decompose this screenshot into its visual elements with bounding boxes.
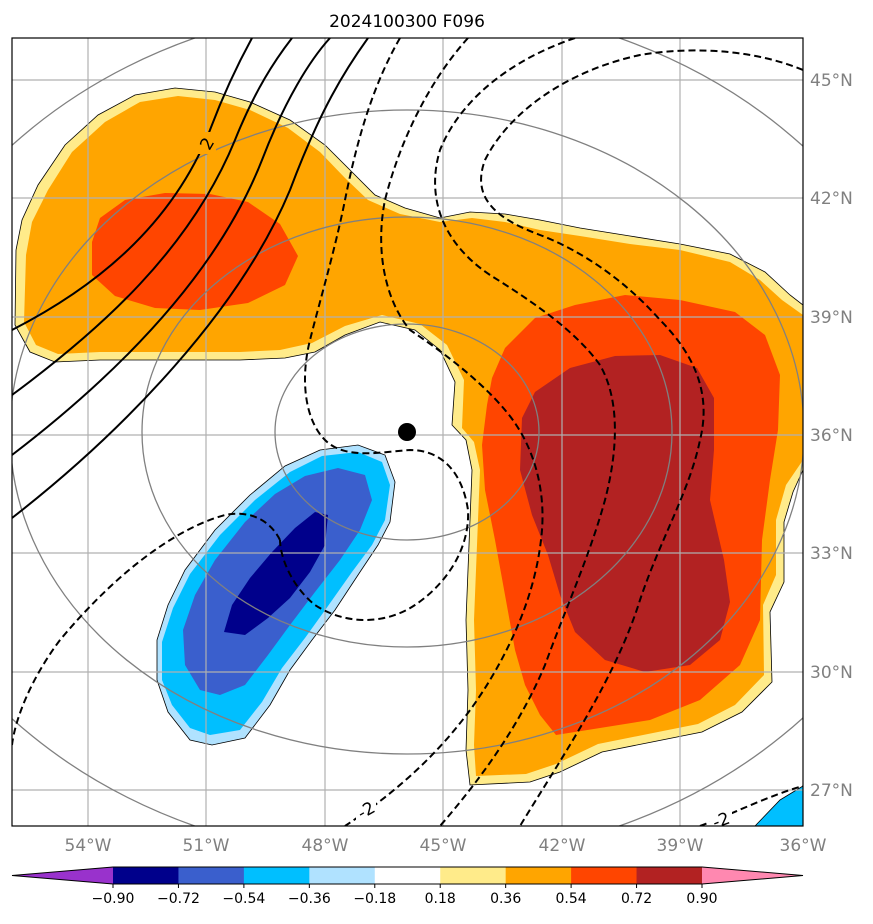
range-rings [12, 38, 803, 826]
lat-label-39n: 39°N [810, 308, 853, 328]
anomaly-band-neg-0.72-0.90 [224, 512, 328, 635]
lat-label-45n: 45°N [810, 71, 853, 91]
lat-label-30n: 30°N [810, 663, 853, 683]
colorbar-bin [636, 867, 703, 884]
positive-contours [12, 38, 369, 519]
colorbar: −0.90 −0.72 −0.54 −0.36 −0.18 0.18 0.36 0.54 0.7… [11, 866, 804, 907]
lat-label-36n: 36°N [810, 426, 853, 446]
colorbar-bin [309, 867, 376, 884]
lon-label-36w: 36°W [780, 836, 827, 856]
colorbar-tick-label: 0.36 [490, 891, 521, 907]
lon-label-51w: 51°W [183, 836, 230, 856]
colorbar-tick-label: −0.36 [288, 891, 331, 907]
lon-label-42w: 42°W [539, 836, 586, 856]
colorbar-bin [440, 867, 507, 884]
lat-label-27n: 27°N [810, 781, 853, 801]
longitude-labels: 54°W 51°W 48°W 45°W 42°W 39°W 36°W [65, 836, 827, 856]
storm-center-dot [398, 423, 416, 441]
lon-label-39w: 39°W [657, 836, 704, 856]
lat-label-33n: 33°N [810, 544, 853, 564]
colorbar-tick-label: −0.54 [222, 891, 265, 907]
colorbar-tick-label: −0.72 [157, 891, 200, 907]
map-frame [11, 37, 804, 827]
latitude-labels: 45°N 42°N 39°N 36°N 33°N 30°N 27°N [810, 71, 853, 801]
contour-labels: 2 -2 -2 [196, 132, 733, 834]
colorbar-over-extension [702, 867, 803, 884]
positive-anomaly-field [15, 88, 803, 785]
colorbar-tick-label: 0.54 [556, 891, 587, 907]
anomaly-patch-southeast [754, 785, 803, 826]
lat-label-42n: 42°N [810, 189, 853, 209]
lon-label-48w: 48°W [302, 836, 349, 856]
negative-contours [12, 38, 803, 826]
colorbar-under-extension [12, 867, 113, 884]
colorbar-bin [113, 867, 179, 884]
colorbar-tick-label: 0.72 [621, 891, 652, 907]
colorbar-bin [505, 867, 572, 884]
colorbar-bin [571, 867, 638, 884]
colorbar-tick-label: 0.90 [686, 891, 717, 907]
map-area: 2 -2 -2 [12, 38, 803, 834]
colorbar-bin [178, 867, 245, 884]
lon-label-54w: 54°W [65, 836, 112, 856]
colorbar-tick-label: −0.18 [353, 891, 396, 907]
map-title: 2024100300 F096 [329, 12, 485, 32]
colorbar-bin [243, 867, 310, 884]
colorbar-bin [374, 867, 441, 884]
colorbar-tick-label: 0.18 [425, 891, 456, 907]
lon-label-45w: 45°W [420, 836, 467, 856]
contour-label-negative-southeast: -2 [710, 809, 733, 834]
colorbar-tick-label: −0.90 [92, 891, 135, 907]
